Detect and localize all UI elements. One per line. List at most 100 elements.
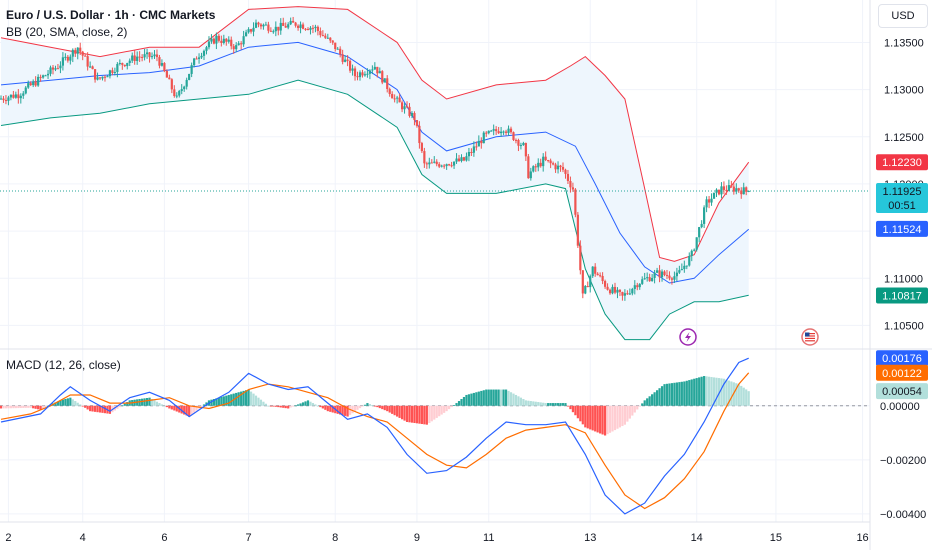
histogram-bar [643, 400, 646, 406]
histogram-bar [29, 405, 32, 408]
candle-body [685, 265, 688, 267]
candle-body [745, 187, 748, 192]
bb-indicator-legend[interactable]: BB (20, SMA, close, 2) [6, 25, 128, 39]
histogram-bar [185, 405, 188, 416]
histogram-bar [448, 405, 451, 410]
histogram-bar [492, 389, 495, 406]
candle-body [220, 40, 223, 43]
candlestick-series [0, 16, 750, 301]
candle-body [282, 22, 285, 26]
histogram-bar [698, 377, 701, 406]
candle-body [126, 62, 129, 67]
histogram-bar [220, 396, 223, 406]
candle-body [200, 55, 203, 58]
histogram-bar [264, 403, 268, 406]
histogram-bar [688, 380, 691, 406]
candle-body [396, 97, 399, 99]
macd-indicator-legend[interactable]: MACD (12, 26, close) [6, 358, 121, 372]
candle-body [160, 63, 164, 66]
histogram-bar [547, 403, 550, 406]
signal-badge: 0.00122 [876, 364, 928, 381]
us-flag-event-icon [801, 328, 819, 346]
histogram-bar [542, 402, 545, 406]
histogram-bar [193, 405, 196, 413]
candle-body [210, 38, 213, 42]
histogram-bar [19, 405, 22, 409]
candle-body [576, 214, 579, 246]
candle-body [603, 281, 607, 287]
candle-body [252, 27, 255, 32]
histogram-bar [589, 405, 592, 430]
histogram-bar [180, 405, 183, 414]
candle-body [314, 26, 317, 29]
event-markers[interactable] [679, 328, 819, 346]
candle-body [549, 160, 552, 164]
histogram-bar [249, 391, 253, 406]
histogram-bar [155, 401, 159, 406]
time-tick-label: 7 [246, 532, 252, 544]
histogram-bar [599, 405, 602, 434]
candle-body [93, 69, 97, 80]
candle-body [205, 47, 208, 51]
candle-body [373, 66, 376, 70]
histogram-bar [742, 387, 745, 406]
histogram-bar [71, 399, 74, 406]
histogram-bar [636, 405, 639, 410]
histogram-bar [450, 405, 453, 408]
histogram-bar [737, 384, 740, 406]
histogram-bar [391, 405, 394, 414]
histogram-bar [143, 398, 146, 406]
symbol-title[interactable]: Euro / U.S. Dollar · 1h · CMC Markets [6, 8, 216, 22]
candle-body [586, 286, 589, 288]
candle-body [353, 68, 357, 77]
histogram-bar [584, 405, 587, 428]
histogram-bar [623, 405, 626, 425]
macd-pane[interactable] [0, 357, 870, 515]
candle-body [279, 22, 282, 31]
candle-body [225, 38, 228, 42]
time-tick-label: 11 [483, 532, 494, 544]
candle-body [89, 66, 92, 68]
candle-body [566, 173, 570, 181]
candle-body [153, 54, 156, 57]
histogram-bar [420, 405, 423, 425]
histogram-bar [222, 396, 225, 406]
candle-body [584, 286, 587, 294]
histogram-bar [7, 405, 10, 409]
candle-body [371, 69, 374, 71]
histogram-bar [665, 383, 669, 406]
histogram-bar [190, 405, 193, 415]
histogram-bar [32, 405, 35, 409]
histogram-bar [44, 405, 47, 408]
candle-body [76, 47, 79, 54]
candle-body [537, 162, 540, 168]
histogram-bar [544, 403, 547, 406]
price-pane[interactable] [0, 6, 870, 341]
candle-body [425, 163, 428, 165]
histogram-bar [638, 405, 641, 407]
currency-button[interactable]: USD [878, 4, 928, 28]
candle-body [108, 70, 112, 77]
histogram-bar [76, 402, 79, 406]
histogram-bar [497, 389, 500, 406]
candle-body [274, 26, 277, 32]
candle-body [448, 164, 451, 166]
histogram-bar [202, 404, 206, 406]
price-tick-label: 1.12500 [884, 132, 924, 144]
candle-body [326, 37, 329, 39]
badge-background [876, 220, 928, 237]
macd-axis[interactable]: 0.00000 −0.00200 −0.00400 [880, 401, 926, 521]
histogram-bar [490, 389, 493, 406]
time-axis[interactable]: 2 4 6 7 8 9 11 13 14 15 16 [5, 532, 868, 544]
candle-body [22, 93, 25, 96]
candle-body [356, 76, 359, 78]
candle-body [408, 106, 411, 116]
candle-body [240, 43, 243, 45]
histogram-bar [22, 405, 25, 408]
candle-body [324, 35, 327, 38]
histogram-bar [626, 405, 629, 422]
histogram-bar [730, 381, 733, 406]
candle-body [46, 73, 50, 76]
candle-body [136, 56, 139, 61]
